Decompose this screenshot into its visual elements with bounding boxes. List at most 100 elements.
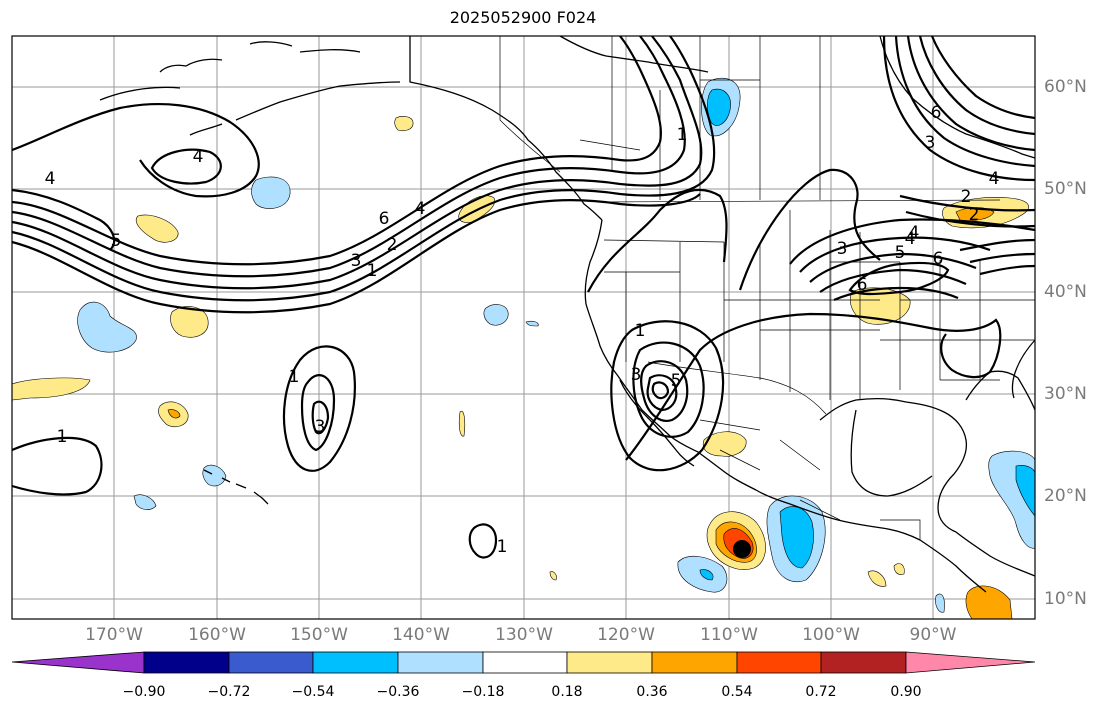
map-frame (11, 35, 1036, 620)
contour-lines (11, 35, 1036, 559)
contour-east-ne-1 (899, 194, 1036, 212)
shade-blob (707, 88, 731, 126)
contour-pac-small (468, 523, 498, 559)
contour-hudson-1 (882, 35, 1036, 182)
contour-label: 2 (969, 205, 980, 225)
lon-label-110w: 110°W (700, 625, 758, 645)
contour-label: 4 (905, 229, 916, 249)
contour-label: 3 (631, 365, 642, 385)
lat-label-40n: 40°N (1044, 282, 1087, 302)
coastline-canada-north (559, 35, 709, 73)
contour-baja-low-1 (610, 320, 725, 472)
lat-label-20n: 20°N (1044, 486, 1087, 506)
colorbar-segment (651, 651, 738, 674)
colorbar-tick-label: 0.36 (636, 684, 668, 700)
coastline-baja (619, 379, 695, 467)
contour-label: 1 (289, 367, 300, 387)
contour-jet-5 (11, 35, 662, 266)
contour-label: 4 (909, 223, 920, 243)
contour-east-ne-2 (905, 210, 1036, 228)
lon-label-170w: 170°W (85, 625, 143, 645)
contour-jet-2 (11, 35, 716, 302)
shade-blob (251, 176, 291, 209)
contour-east-low-1 (789, 218, 1036, 265)
contour-label: 3 (351, 251, 362, 271)
colorbar-tick-label: 0.18 (551, 684, 583, 700)
contour-label: 1 (367, 261, 378, 281)
contour-east-low-4 (819, 268, 967, 293)
colorbar-tick-label: −0.72 (207, 684, 251, 700)
contour-baja-low-2 (632, 341, 705, 438)
contour-east-low-6 (848, 261, 950, 296)
contour-label: 3 (925, 133, 936, 153)
colorbar-segment (566, 651, 653, 674)
contour-hudson-2 (894, 35, 1036, 168)
cyclone-center-marker (733, 540, 751, 558)
lat-label-10n: 10°N (1044, 589, 1087, 609)
contour-hudson-4 (918, 35, 1036, 136)
shade-blob (525, 320, 539, 327)
lat-label-60n: 60°N (1044, 77, 1087, 97)
shade-blob (549, 571, 557, 581)
colorbar-tick-label: −0.90 (122, 684, 166, 700)
colorbar-segment (736, 651, 822, 674)
contour-label: 1 (497, 537, 508, 557)
contour-east-ne-4 (969, 252, 1036, 264)
border-canada-provinces (579, 36, 760, 200)
lon-label-90w: 90°W (909, 625, 957, 645)
contour-label: 4 (193, 147, 204, 167)
contour-baja-low-5 (651, 381, 670, 400)
lat-label-30n: 30°N (1044, 384, 1087, 404)
colorbar-segment (820, 651, 907, 674)
contour-label: 2 (387, 235, 398, 255)
colorbar-segment (482, 651, 568, 674)
colorbar-tick-label: 0.90 (890, 684, 922, 700)
contour-hudson-3 (906, 35, 1036, 152)
coastline-hudson (879, 35, 1036, 159)
contour-aleutian-low (150, 148, 222, 185)
shade-blob (135, 214, 179, 243)
contour-east-ne-5 (979, 264, 1036, 276)
lat-label-50n: 50°N (1044, 179, 1087, 199)
colorbar-tick-label: −0.54 (291, 684, 335, 700)
shade-blob (133, 494, 157, 510)
contour-label: 1 (635, 321, 646, 341)
contour-label: 1 (57, 427, 68, 447)
shade-blob (867, 570, 887, 587)
contour-label: 6 (933, 249, 944, 269)
contour-jet-1 (11, 35, 703, 290)
coastline-aleutians (99, 81, 401, 136)
lon-label-120w: 120°W (597, 625, 655, 645)
lon-label-140w: 140°W (392, 625, 450, 645)
border-states-e (699, 36, 1035, 381)
shade-blob (77, 301, 137, 353)
colorbar-segment (397, 651, 484, 674)
colorbar (11, 651, 1036, 674)
colorbar-tick-label: 0.72 (805, 684, 837, 700)
colorbar-extend-high (905, 651, 1036, 674)
contour-label: 4 (45, 169, 56, 189)
contour-label: 5 (671, 371, 682, 391)
coastlines (99, 35, 1036, 593)
contour-hudson-5 (930, 35, 1036, 120)
contour-label: 3 (315, 417, 326, 437)
contour-east-low-3 (809, 252, 977, 283)
coastline-alaska (409, 36, 603, 221)
colorbar-tick-label: −0.18 (461, 684, 505, 700)
coastline-central-america (955, 531, 1036, 577)
lon-label-150w: 150°W (290, 625, 348, 645)
contour-label: 2 (961, 187, 972, 207)
lon-label-100w: 100°W (802, 625, 860, 645)
border-alaska-canada (499, 36, 561, 173)
shade-blob (935, 593, 945, 613)
coastline-atlantic (1011, 339, 1036, 399)
contour-value-labels: 4 4 5 6 4 3 2 1 1 1 1 3 1 3 5 4 6 6 5 4 … (45, 103, 1000, 557)
shade-blob (458, 410, 466, 437)
shade-blob (202, 464, 227, 487)
colorbar-tick-label: −0.36 (376, 684, 420, 700)
contour-mid-low-3 (311, 400, 330, 435)
map-content: 4 4 5 6 4 3 2 1 1 1 1 3 1 3 5 4 6 6 5 4 … (11, 35, 1036, 620)
contour-label: 6 (857, 275, 868, 295)
contour-gulf-alaska (11, 103, 260, 198)
